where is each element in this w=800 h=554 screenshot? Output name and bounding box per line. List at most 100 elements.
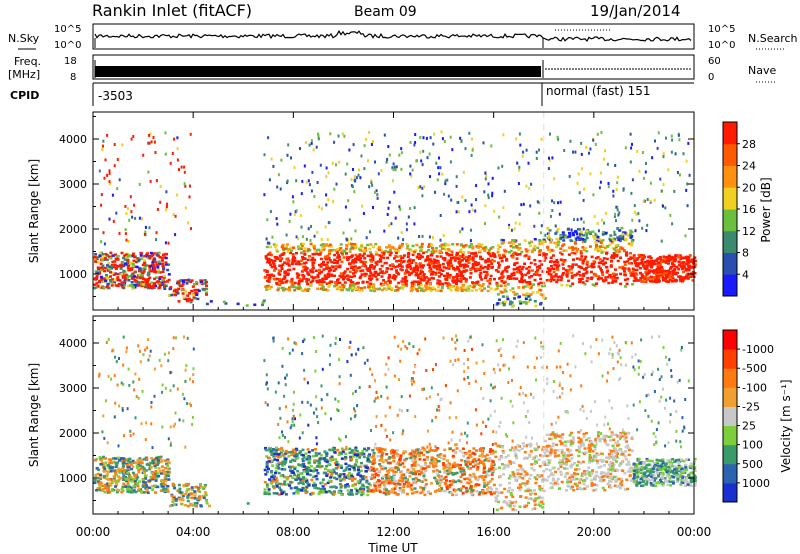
echo-cell bbox=[143, 266, 147, 269]
echo-cell bbox=[476, 466, 480, 469]
echo-cell bbox=[355, 255, 359, 259]
echo-cell bbox=[460, 471, 464, 475]
echo-cell bbox=[679, 265, 683, 268]
echo-cell bbox=[609, 472, 613, 476]
echo-cell bbox=[428, 264, 432, 267]
echo-cell bbox=[631, 267, 635, 270]
echo-cell bbox=[498, 298, 501, 301]
echo-cell bbox=[312, 148, 315, 152]
echo-cell bbox=[449, 262, 453, 266]
echo-cell bbox=[602, 280, 606, 283]
echo-cell bbox=[632, 268, 636, 272]
echo-cell bbox=[370, 260, 373, 263]
echo-cell bbox=[405, 264, 409, 268]
echo-cell bbox=[166, 280, 169, 283]
echo-cell bbox=[662, 278, 665, 282]
echo-cell bbox=[303, 262, 306, 265]
echo-cell bbox=[371, 183, 374, 187]
echo-cell bbox=[124, 232, 127, 236]
echo-cell bbox=[469, 242, 473, 246]
echo-cell bbox=[439, 166, 442, 170]
echo-cell bbox=[311, 484, 315, 487]
echo-cell bbox=[518, 505, 522, 508]
echo-cell bbox=[662, 273, 666, 276]
echo-cell bbox=[297, 262, 301, 266]
echo-cell bbox=[437, 271, 441, 274]
echo-cell bbox=[112, 254, 116, 257]
echo-cell bbox=[673, 256, 677, 259]
echo-cell bbox=[514, 221, 517, 225]
echo-cell bbox=[493, 253, 496, 256]
echo-cell bbox=[365, 479, 369, 482]
echo-cell bbox=[297, 280, 301, 283]
echo-cell bbox=[369, 282, 373, 286]
echo-cell bbox=[315, 145, 318, 149]
echo-cell bbox=[276, 459, 279, 462]
echo-cell bbox=[363, 286, 367, 289]
echo-cell bbox=[593, 272, 597, 276]
echo-cell bbox=[392, 257, 396, 260]
echo-cell bbox=[486, 267, 490, 271]
echo-cell bbox=[631, 218, 634, 222]
echo-cell bbox=[351, 286, 355, 290]
echo-cell bbox=[601, 273, 605, 277]
nave-label: Nave bbox=[748, 64, 776, 77]
echo-cell bbox=[404, 282, 408, 285]
echo-cell bbox=[484, 204, 487, 208]
echo-cell bbox=[646, 198, 649, 201]
echo-cell bbox=[545, 448, 549, 452]
echo-cell bbox=[355, 455, 359, 458]
echo-cell bbox=[129, 195, 132, 199]
echo-cell bbox=[277, 467, 281, 470]
echo-cell bbox=[390, 478, 394, 481]
echo-cell bbox=[359, 289, 362, 293]
echo-cell bbox=[489, 254, 493, 258]
echo-cell bbox=[655, 458, 659, 462]
echo-cell bbox=[349, 266, 353, 269]
echo-cell bbox=[582, 234, 586, 237]
echo-cell bbox=[573, 461, 577, 465]
echo-cell bbox=[618, 229, 622, 232]
echo-cell bbox=[356, 286, 360, 289]
echo-cell bbox=[162, 253, 165, 256]
echo-cell bbox=[532, 283, 535, 286]
echo-cell bbox=[678, 173, 681, 177]
echo-cell bbox=[516, 161, 519, 165]
echo-cell bbox=[278, 264, 282, 267]
echo-cell bbox=[185, 282, 189, 285]
echo-cell bbox=[641, 226, 644, 230]
echo-cell bbox=[522, 285, 526, 289]
echo-cell bbox=[452, 267, 456, 271]
echo-cell bbox=[105, 273, 108, 277]
echo-cell bbox=[592, 454, 596, 458]
echo-cell bbox=[369, 271, 373, 274]
echo-cell bbox=[450, 198, 453, 202]
echo-cell bbox=[648, 459, 652, 463]
echo-cell bbox=[322, 260, 325, 264]
echo-cell bbox=[501, 295, 505, 298]
echo-cell bbox=[624, 436, 628, 439]
echo-cell bbox=[610, 464, 614, 468]
echo-cell bbox=[114, 253, 118, 256]
echo-cell bbox=[168, 294, 172, 297]
echo-cell bbox=[547, 272, 551, 276]
echo-cell bbox=[380, 447, 384, 451]
echo-cell bbox=[435, 469, 439, 472]
echo-cell bbox=[408, 273, 412, 277]
echo-cell bbox=[476, 246, 480, 249]
echo-cell bbox=[465, 458, 469, 461]
echo-cell bbox=[670, 150, 673, 154]
echo-cell bbox=[493, 209, 496, 213]
echo-cell bbox=[283, 468, 287, 471]
echo-cell bbox=[293, 288, 297, 292]
echo-cell bbox=[484, 259, 488, 262]
echo-cell bbox=[455, 272, 459, 276]
echo-cell bbox=[338, 285, 342, 289]
echo-cell bbox=[360, 154, 363, 158]
echo-cell bbox=[385, 460, 389, 463]
echo-cell bbox=[166, 490, 170, 493]
noise-left-tick-bottom: 10^0 bbox=[54, 40, 81, 51]
echo-cell bbox=[595, 459, 599, 463]
echo-cell bbox=[511, 305, 514, 308]
echo-cell bbox=[377, 450, 381, 454]
